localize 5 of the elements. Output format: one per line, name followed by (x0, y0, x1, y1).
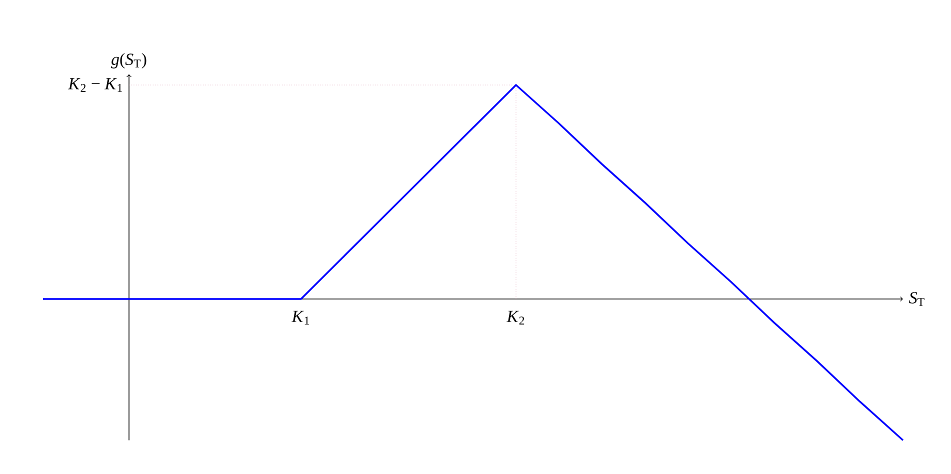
x-tick-label: K$_{2}$ (506, 310, 524, 324)
y-axis-title: g(S$_{T}$) (111, 53, 146, 68)
x-tick-label: K$_{1}$ (292, 310, 310, 324)
ref-line-label: K$_{2}$ − K$_{1}$ (68, 78, 122, 92)
x-axis-title: S$_{T}$ (909, 292, 924, 306)
